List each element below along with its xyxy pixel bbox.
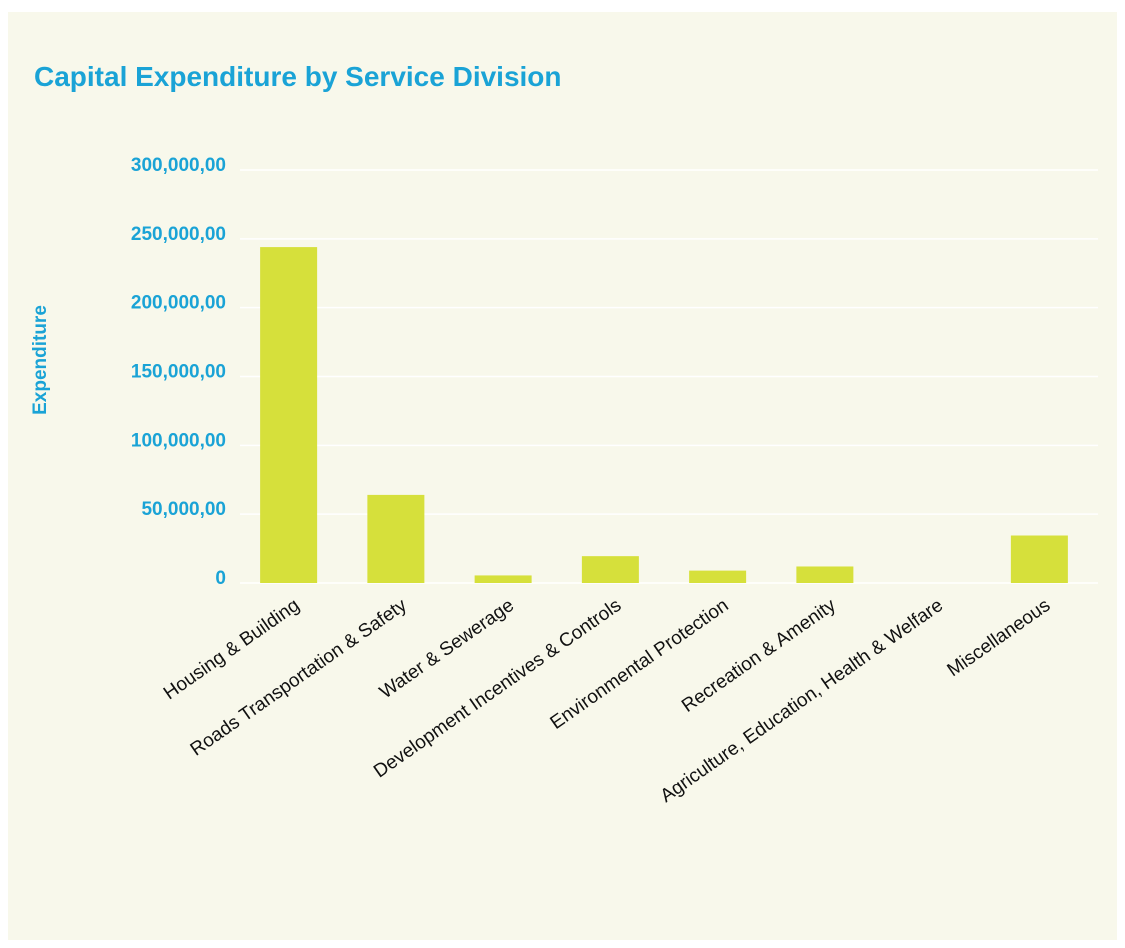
x-tick-label: Miscellaneous [944, 595, 1055, 681]
chart-title: Capital Expenditure by Service Division [34, 61, 562, 92]
y-tick-label: 100,000,00 [131, 430, 226, 451]
y-tick-label: 50,000,00 [141, 499, 226, 520]
bar [367, 494, 425, 583]
y-axis-ticks: 0 50,000,00 100,000,00 150,000,00 200,000,00… [131, 155, 226, 589]
bar [474, 575, 532, 583]
y-tick-label: 0 [215, 568, 226, 589]
y-tick-label: 300,000,00 [131, 155, 226, 176]
x-tick-label: Roads Transportation & Safety [187, 595, 411, 761]
bar [1010, 535, 1068, 583]
bar [689, 570, 747, 583]
y-axis-label: Expenditure [30, 305, 51, 415]
y-tick-label: 150,000,00 [131, 362, 226, 383]
y-tick-label: 200,000,00 [131, 293, 226, 314]
bar [796, 566, 854, 583]
chart-panel [8, 12, 1117, 940]
bar [260, 247, 318, 584]
bars [260, 247, 1068, 584]
x-tick-label: Environmental Protection [547, 595, 733, 734]
bar [581, 556, 639, 583]
y-tick-label: 250,000,00 [131, 224, 226, 245]
